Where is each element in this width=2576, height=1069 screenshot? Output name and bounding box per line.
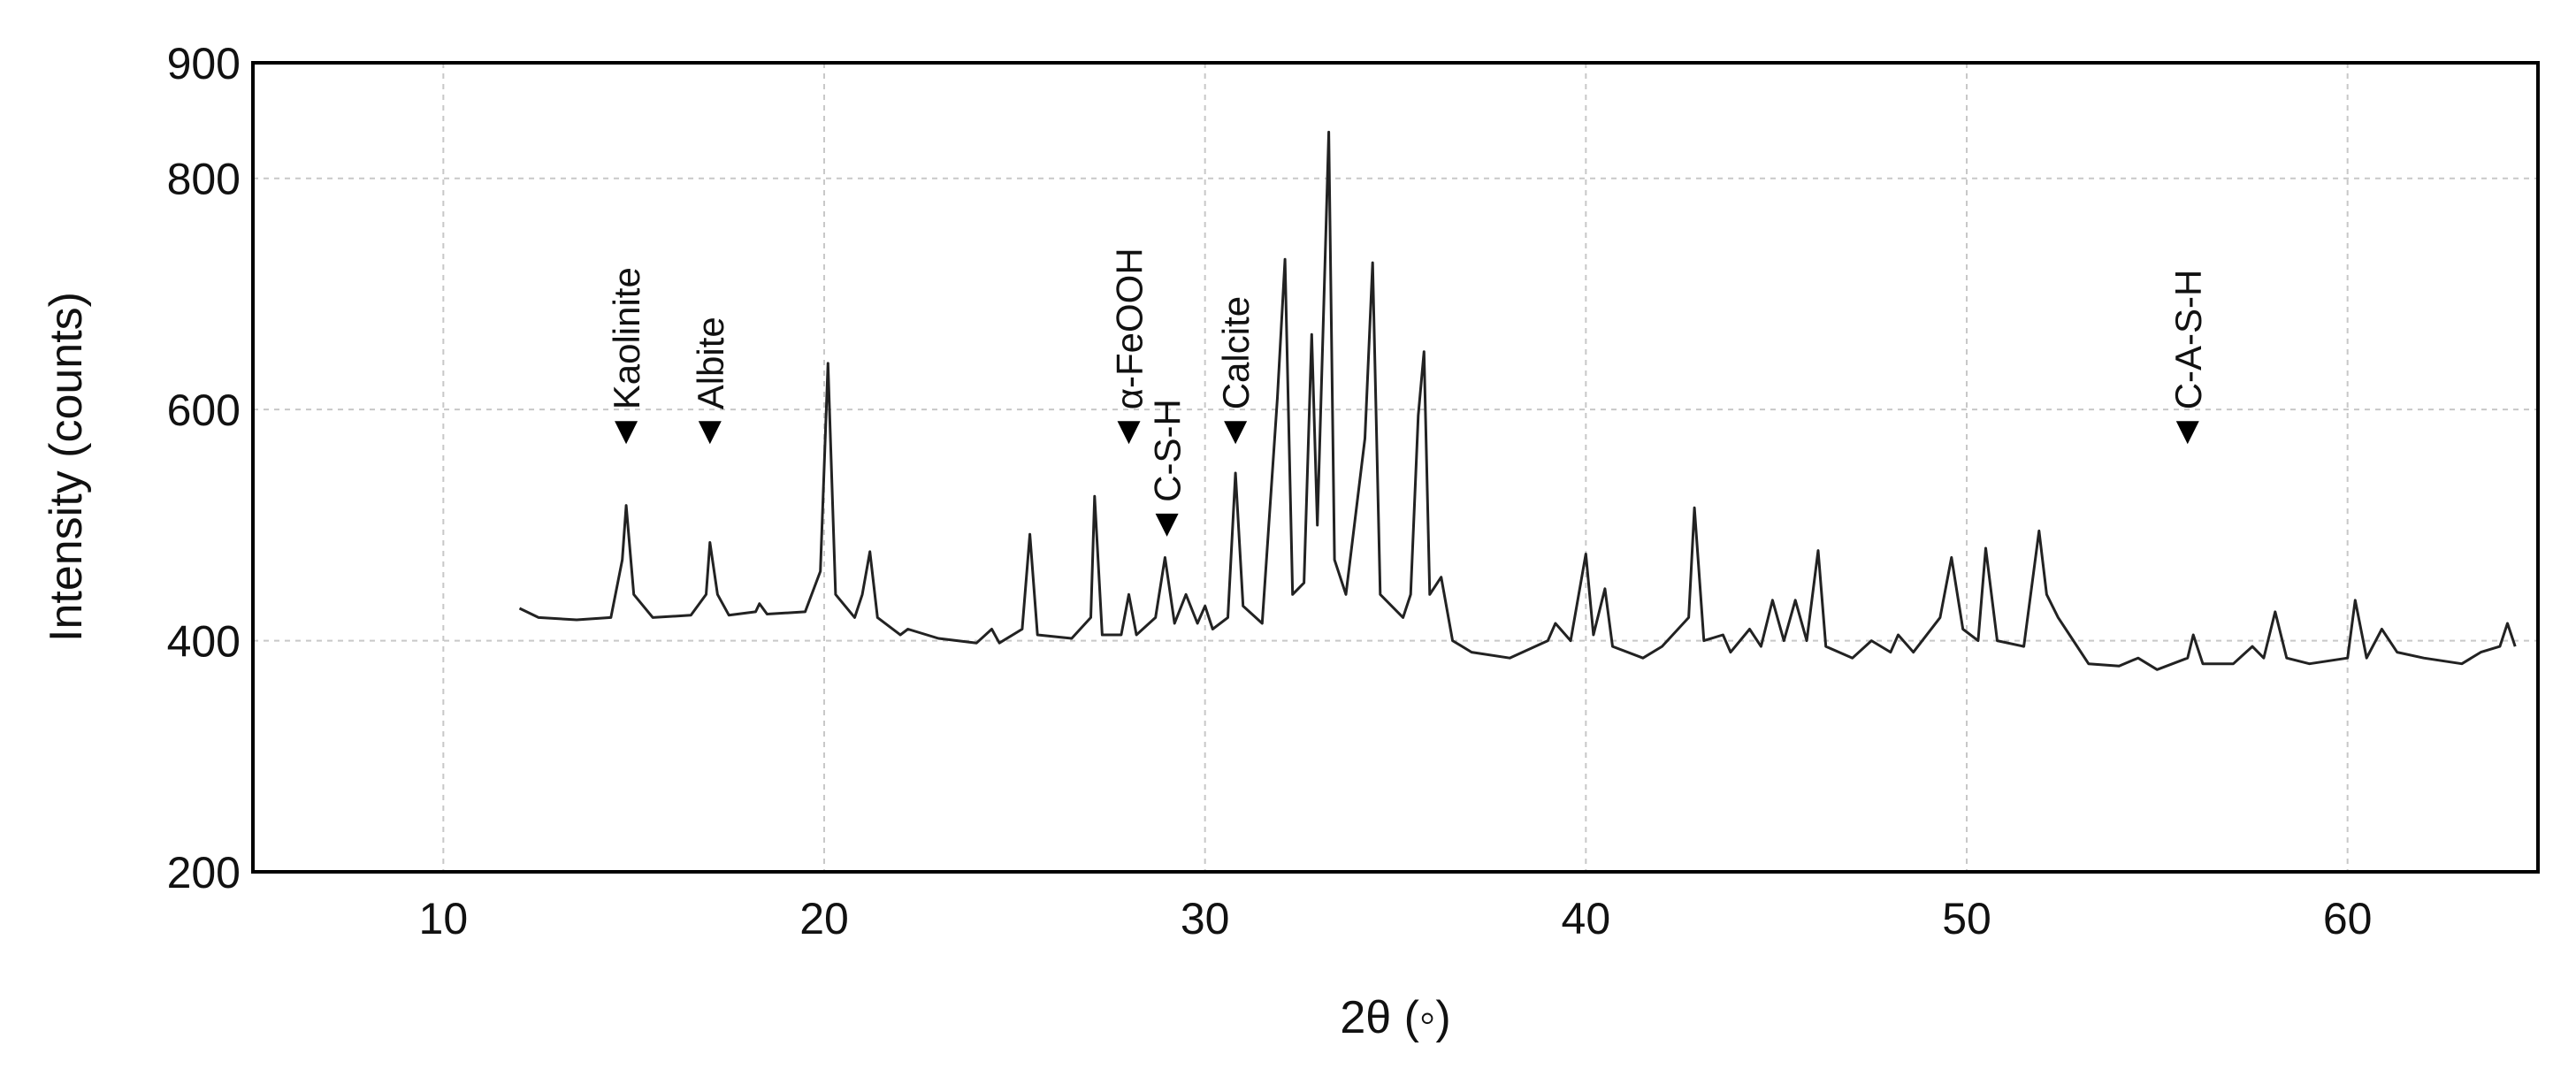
y-tick-label: 200 [167, 848, 241, 897]
y-tick-label: 400 [167, 617, 241, 667]
annotation-marker [2175, 421, 2199, 445]
annotation-label: C-S-H [1147, 399, 1189, 502]
plot-frame [251, 61, 2540, 874]
y-tick-label: 900 [167, 39, 241, 88]
x-axis-label: 2θ (◦) [1340, 992, 1450, 1043]
x-tick-label: 10 [419, 894, 469, 943]
x-tick-label: 40 [1562, 894, 1611, 943]
annotation-label: Albite [690, 317, 731, 409]
annotation-label: C-A-S-H [2167, 270, 2209, 410]
y-tick-label: 600 [167, 386, 241, 435]
annotation-marker [1155, 513, 1179, 537]
annotation-label: Calcite [1215, 296, 1257, 409]
annotation-marker [615, 421, 638, 445]
x-tick-label: 50 [1942, 894, 1991, 943]
x-tick-label: 60 [2323, 894, 2373, 943]
y-tick-label: 800 [167, 155, 241, 204]
x-tick-label: 30 [1181, 894, 1230, 943]
annotation-marker [1224, 421, 1248, 445]
annotation-label: α-FeOOH [1109, 248, 1150, 409]
annotation-marker [698, 421, 722, 445]
annotation-label: Kaolinite [606, 267, 647, 409]
x-tick-label: 20 [799, 894, 849, 943]
data-line [518, 130, 2517, 671]
annotation-marker [1117, 421, 1141, 445]
y-axis-label: Intensity (counts) [41, 292, 92, 642]
